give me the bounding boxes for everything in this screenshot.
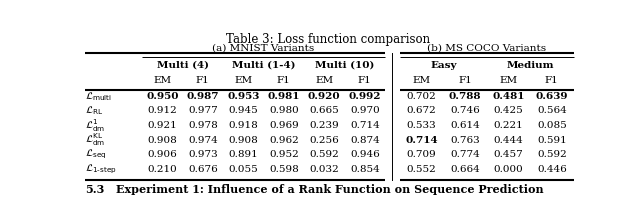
- Text: 0.874: 0.874: [350, 136, 380, 145]
- Text: 0.970: 0.970: [350, 106, 380, 115]
- Text: 0.950: 0.950: [146, 92, 179, 101]
- Text: 0.592: 0.592: [537, 150, 566, 159]
- Text: EM: EM: [413, 76, 431, 85]
- Text: Medium: Medium: [506, 61, 554, 70]
- Text: (b) MS COCO Variants: (b) MS COCO Variants: [427, 44, 547, 53]
- Text: F1: F1: [196, 76, 210, 85]
- Text: 0.614: 0.614: [450, 121, 480, 130]
- Text: 0.763: 0.763: [450, 136, 480, 145]
- Text: 0.239: 0.239: [309, 121, 339, 130]
- Text: 0.962: 0.962: [269, 136, 299, 145]
- Text: 0.906: 0.906: [147, 150, 177, 159]
- Text: 0.969: 0.969: [269, 121, 299, 130]
- Text: 0.714: 0.714: [405, 136, 438, 145]
- Text: 0.481: 0.481: [492, 92, 525, 101]
- Text: 0.946: 0.946: [350, 150, 380, 159]
- Text: 0.912: 0.912: [147, 106, 177, 115]
- Text: 0.918: 0.918: [228, 121, 258, 130]
- Text: Multi (1-4): Multi (1-4): [232, 61, 295, 70]
- Text: Multi (10): Multi (10): [315, 61, 374, 70]
- Text: 0.676: 0.676: [188, 165, 218, 174]
- Text: 0.256: 0.256: [309, 136, 339, 145]
- Text: Experiment 1: Influence of a Rank Function on Sequence Prediction: Experiment 1: Influence of a Rank Functi…: [116, 184, 543, 194]
- Text: 0.552: 0.552: [407, 165, 436, 174]
- Text: 0.774: 0.774: [450, 150, 480, 159]
- Text: 0.425: 0.425: [493, 106, 524, 115]
- Text: 0.977: 0.977: [188, 106, 218, 115]
- Text: 0.709: 0.709: [407, 150, 436, 159]
- Text: 0.980: 0.980: [269, 106, 299, 115]
- Text: $\mathcal{L}_{\mathrm{multi}}$: $\mathcal{L}_{\mathrm{multi}}$: [85, 90, 112, 103]
- Text: $\mathcal{L}_{\mathrm{1\text{-}step}}$: $\mathcal{L}_{\mathrm{1\text{-}step}}$: [85, 163, 116, 176]
- Text: 0.921: 0.921: [147, 121, 177, 130]
- Text: F1: F1: [277, 76, 291, 85]
- Text: 0.891: 0.891: [228, 150, 258, 159]
- Text: 0.702: 0.702: [407, 92, 436, 101]
- Text: 0.746: 0.746: [450, 106, 480, 115]
- Text: EM: EM: [316, 76, 333, 85]
- Text: 0.591: 0.591: [537, 136, 566, 145]
- Text: F1: F1: [545, 76, 559, 85]
- Text: 0.592: 0.592: [309, 150, 339, 159]
- Text: 0.992: 0.992: [349, 92, 381, 101]
- Text: 0.032: 0.032: [309, 165, 339, 174]
- Text: 0.974: 0.974: [188, 136, 218, 145]
- Text: 0.533: 0.533: [407, 121, 436, 130]
- Text: 0.981: 0.981: [268, 92, 300, 101]
- Text: EM: EM: [499, 76, 518, 85]
- Text: F1: F1: [458, 76, 472, 85]
- Text: 0.952: 0.952: [269, 150, 299, 159]
- Text: 0.564: 0.564: [537, 106, 566, 115]
- Text: 0.000: 0.000: [493, 165, 524, 174]
- Text: 0.664: 0.664: [450, 165, 480, 174]
- Text: 0.920: 0.920: [308, 92, 340, 101]
- Text: 0.953: 0.953: [227, 92, 259, 101]
- Text: 0.987: 0.987: [186, 92, 219, 101]
- Text: EM: EM: [234, 76, 252, 85]
- Text: 0.210: 0.210: [147, 165, 177, 174]
- Text: 0.055: 0.055: [228, 165, 258, 174]
- Text: 0.446: 0.446: [537, 165, 566, 174]
- Text: $\mathcal{L}_{\mathrm{dm}}^{1}$: $\mathcal{L}_{\mathrm{dm}}^{1}$: [85, 117, 106, 134]
- Text: 0.672: 0.672: [407, 106, 436, 115]
- Text: 0.908: 0.908: [228, 136, 258, 145]
- Text: $\mathcal{L}_{\mathrm{seq}}$: $\mathcal{L}_{\mathrm{seq}}$: [85, 148, 106, 161]
- Text: 0.665: 0.665: [309, 106, 339, 115]
- Text: 0.788: 0.788: [449, 92, 481, 101]
- Text: 0.221: 0.221: [493, 121, 524, 130]
- Text: 0.085: 0.085: [537, 121, 566, 130]
- Text: 0.945: 0.945: [228, 106, 258, 115]
- Text: 0.978: 0.978: [188, 121, 218, 130]
- Text: EM: EM: [153, 76, 172, 85]
- Text: 0.908: 0.908: [147, 136, 177, 145]
- Text: 0.973: 0.973: [188, 150, 218, 159]
- Text: 0.714: 0.714: [350, 121, 380, 130]
- Text: 0.457: 0.457: [493, 150, 524, 159]
- Text: $\mathcal{L}_{\mathrm{RL}}$: $\mathcal{L}_{\mathrm{RL}}$: [85, 105, 103, 117]
- Text: Table 3: Loss function comparison: Table 3: Loss function comparison: [226, 33, 430, 46]
- Text: 0.598: 0.598: [269, 165, 299, 174]
- Text: 0.639: 0.639: [536, 92, 568, 101]
- Text: 0.854: 0.854: [350, 165, 380, 174]
- Text: F1: F1: [358, 76, 372, 85]
- Text: (a) MNIST Variants: (a) MNIST Variants: [212, 44, 315, 53]
- Text: Easy: Easy: [430, 61, 456, 70]
- Text: 0.444: 0.444: [493, 136, 524, 145]
- Text: $\mathcal{L}_{\mathrm{dm}}^{\mathrm{KL}}$: $\mathcal{L}_{\mathrm{dm}}^{\mathrm{KL}}…: [85, 132, 106, 149]
- Text: Multi (4): Multi (4): [157, 61, 209, 70]
- Text: 5.3: 5.3: [85, 184, 104, 194]
